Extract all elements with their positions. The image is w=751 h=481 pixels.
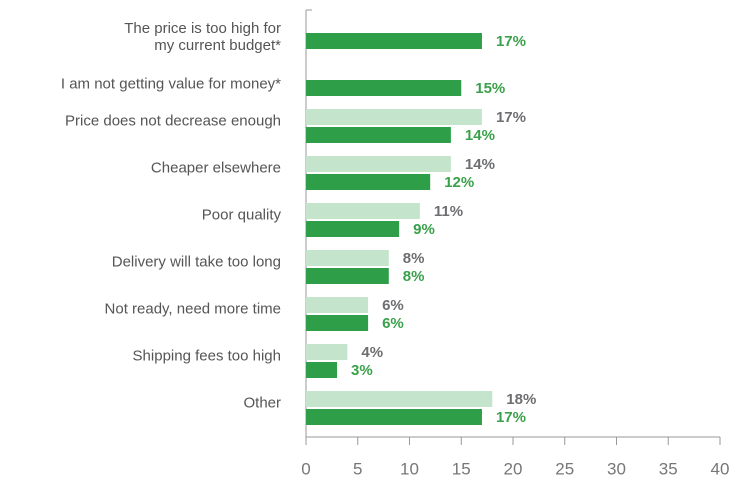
x-tick-label: 35 [659,459,678,478]
bar [306,315,369,331]
category-label: The price is too high for my current bud… [124,20,281,54]
value-label: 17% [496,409,526,426]
bar [306,156,451,172]
x-tick-label: 40 [711,459,730,478]
category-label: I am not getting value for money* [60,75,281,93]
value-label: 15% [475,80,505,97]
value-label: 6% [382,297,404,314]
x-tick-label: 10 [400,459,419,478]
x-tick-label: 20 [504,459,523,478]
bar [306,203,420,219]
x-tick-label: 5 [353,459,362,478]
x-tick-label: 0 [301,459,310,478]
x-tick-label: 30 [607,459,626,478]
value-label: 6% [382,315,404,332]
bar [306,80,462,96]
category-label: Shipping fees too high [132,347,281,365]
bar [306,391,493,407]
value-label: 17% [496,109,526,126]
x-tick-label: 15 [452,459,471,478]
category-label: Delivery will take too long [111,253,281,271]
category-label: Poor quality [201,206,281,224]
value-label: 8% [403,268,425,285]
bar [306,250,389,266]
value-label: 3% [351,362,373,379]
value-label: 4% [361,344,383,361]
value-label: 18% [506,391,536,408]
bar [306,268,389,284]
category-label: Not ready, need more time [104,300,281,318]
bar [306,297,369,313]
bar [306,344,348,360]
value-label: 11% [434,203,463,220]
value-label: 12% [444,174,474,191]
bar [306,33,482,49]
x-tick-label: 25 [555,459,574,478]
category-label: Cheaper elsewhere [150,159,281,177]
bar [306,409,482,425]
bar [306,109,482,125]
value-label: 9% [413,221,435,238]
category-label: Price does not decrease enough [65,112,281,130]
bar [306,362,338,378]
value-label: 14% [465,127,495,144]
value-label: 14% [465,156,495,173]
value-label: 8% [403,250,425,267]
category-label: Other [243,394,281,412]
bar [306,127,451,143]
bar [306,221,400,237]
bar [306,174,431,190]
value-label: 17% [496,33,526,50]
